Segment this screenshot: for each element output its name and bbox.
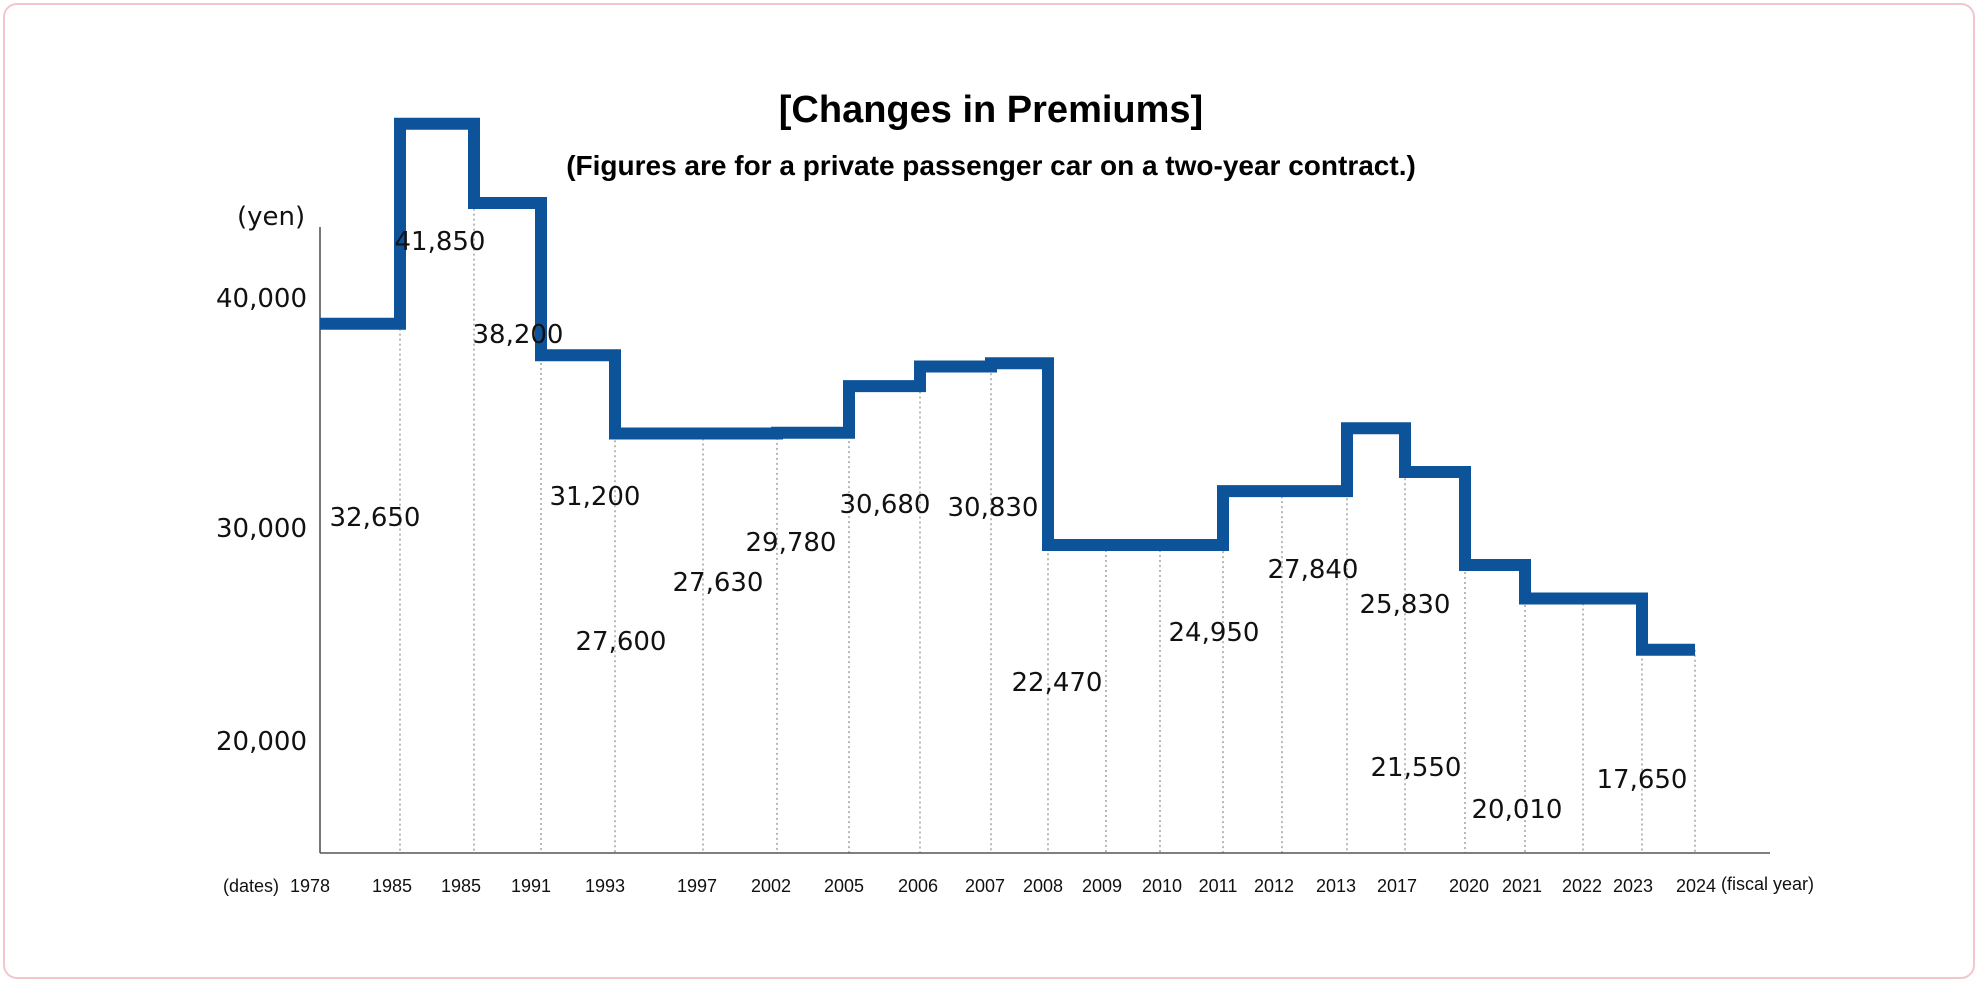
x-axis-suffix: (fiscal year) [1721,874,1814,894]
x-tick-label: 2013 [1316,876,1356,896]
x-tick-label: 2024 [1676,876,1716,896]
x-tick-label: 1985 [441,876,481,896]
data-label: 21,550 [1371,753,1462,783]
data-label: 27,630 [673,568,764,598]
chart-title: [Changes in Premiums] [779,89,1203,131]
y-tick-label: 30,000 [216,514,307,544]
data-label: 30,830 [948,493,1039,523]
chart-frame: [Changes in Premiums] (Figures are for a… [3,3,1975,979]
x-tick-label: 2005 [824,876,864,896]
x-tick-label: 1993 [585,876,625,896]
premium-chart: [Changes in Premiums] (Figures are for a… [216,89,1814,896]
data-label: 24,950 [1169,618,1260,648]
data-label: 38,200 [473,320,564,350]
chart-subtitle: (Figures are for a private passenger car… [566,150,1416,181]
x-tick-label: 2017 [1377,876,1417,896]
x-tick-label: 2008 [1023,876,1063,896]
data-label: 27,600 [576,627,667,657]
data-label: 31,200 [550,482,641,512]
x-tick-label: 2010 [1142,876,1182,896]
x-axis-prefix: (dates) [223,876,279,896]
y-axis-unit: (yen) [237,202,305,232]
x-tick-label: 1978 [290,876,330,896]
x-tick-label: 2023 [1613,876,1653,896]
x-tick-label: 2021 [1502,876,1542,896]
x-tick-label: 2007 [965,876,1005,896]
data-label: 29,780 [746,528,837,558]
x-tick-label: 1991 [511,876,551,896]
x-tick-label: 2006 [898,876,938,896]
data-label: 20,010 [1472,795,1563,825]
data-label: 30,680 [840,490,931,520]
premium-series-line [320,117,1695,656]
data-label: 32,650 [330,503,421,533]
x-tick-label: 2002 [751,876,791,896]
y-tick-label: 20,000 [216,727,307,757]
x-tick-label: 2022 [1562,876,1602,896]
y-tick-label: 40,000 [216,284,307,314]
data-label: 27,840 [1268,555,1359,585]
x-tick-label: 1985 [372,876,412,896]
x-tick-label: 2012 [1254,876,1294,896]
x-tick-label: 1997 [677,876,717,896]
x-tick-label: 2009 [1082,876,1122,896]
data-label: 25,830 [1360,590,1451,620]
x-tick-label: 2011 [1199,876,1238,896]
x-tick-label: 2020 [1449,876,1489,896]
data-label: 22,470 [1012,668,1103,698]
data-label: 41,850 [395,227,486,257]
data-label: 17,650 [1597,765,1688,795]
